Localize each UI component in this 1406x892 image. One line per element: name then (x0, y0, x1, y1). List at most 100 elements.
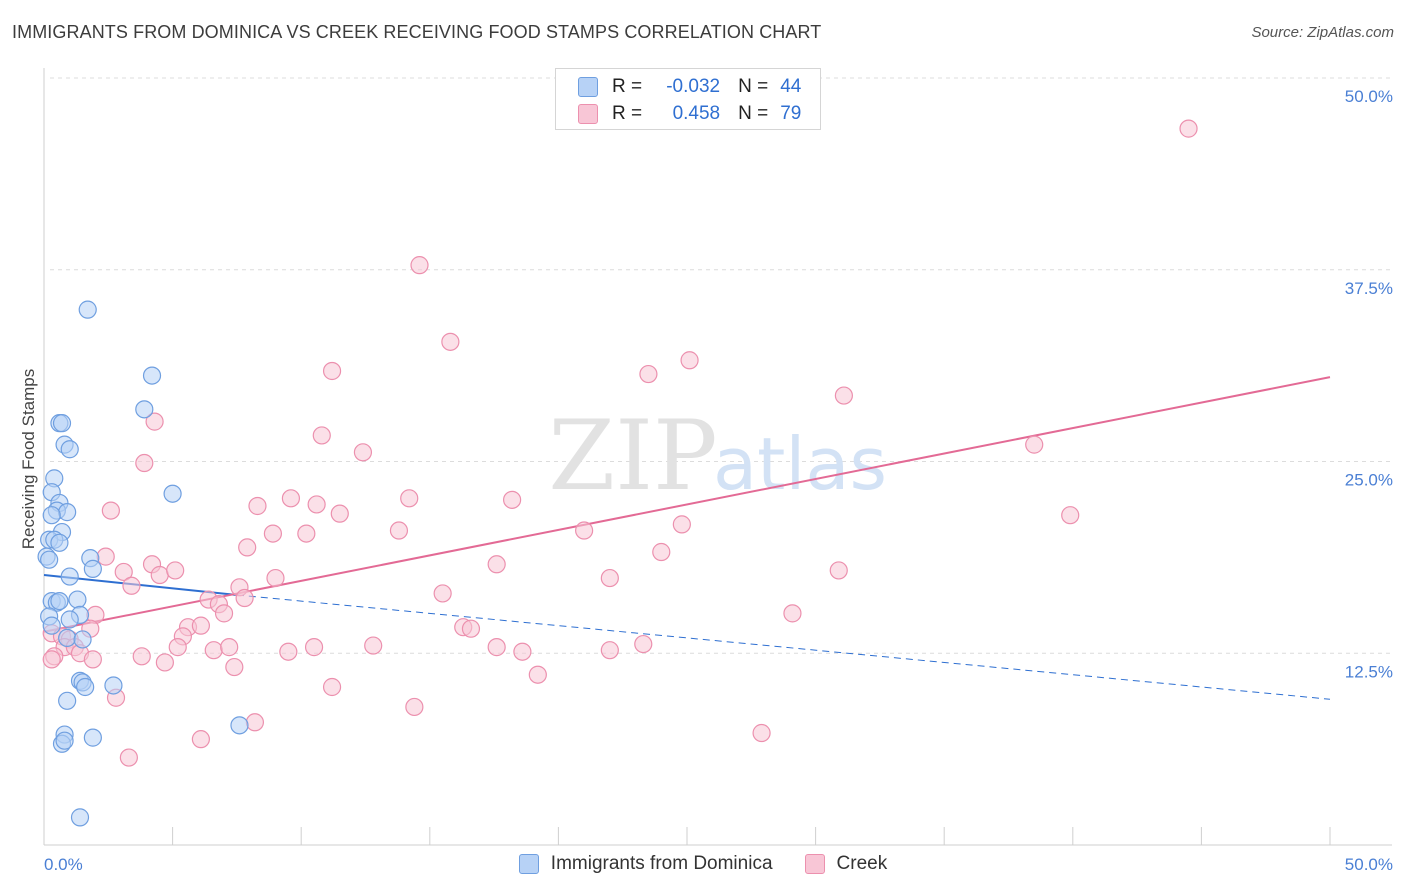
creek-point (600, 568, 619, 588)
creek-point (600, 641, 619, 660)
legend-item-dominica[interactable]: Immigrants from Dominica (518, 853, 773, 875)
data-points (37, 119, 1198, 827)
r-label: R = (612, 103, 643, 124)
creek-point (1025, 435, 1044, 454)
creek-point (405, 697, 424, 717)
creek-trend-line (43, 376, 1331, 633)
creek-point (353, 443, 373, 462)
stats-row-creek: R = 0.458 N = 79 (578, 102, 801, 126)
creek-point (145, 412, 164, 431)
creek-point (441, 332, 460, 351)
creek-point (322, 677, 342, 697)
y-axis-label: Receiving Food Stamps (19, 369, 38, 549)
dominica-point (50, 533, 69, 552)
creek-point (220, 638, 239, 657)
creek-point (322, 361, 342, 381)
dominica-point (60, 567, 79, 586)
creek-point (639, 364, 658, 384)
dominica-trend-line-extrapolated (236, 594, 1331, 700)
watermark: ZIP atlas (548, 400, 887, 512)
creek-point (433, 584, 452, 603)
creek-point (575, 521, 594, 540)
creek-point (248, 496, 267, 516)
dominica-r-value: -0.032 (666, 76, 721, 97)
creek-point (783, 604, 802, 623)
x-tick-label: 50.0% (1345, 855, 1393, 874)
creek-point (225, 657, 244, 677)
creek-point (235, 588, 254, 608)
x-tick-labels: 0.0% 50.0% (44, 855, 1393, 874)
creek-legend-label: Creek (836, 853, 888, 874)
dominica-point (58, 691, 77, 710)
dominica-point (50, 591, 69, 611)
creek-point (752, 723, 771, 743)
creek-point (634, 634, 653, 654)
dominica-point (68, 590, 87, 609)
creek-point (204, 641, 223, 660)
chart-title: IMMIGRANTS FROM DOMINICA VS CREEK RECEIV… (12, 22, 822, 42)
creek-point (672, 515, 691, 534)
gridlines (50, 77, 1392, 654)
stats-legend: R = -0.032 N = 44 R = 0.458 N = 79 (555, 68, 821, 130)
creek-point (266, 568, 285, 588)
creek-r-value: 0.458 (672, 103, 721, 124)
dominica-point (52, 414, 72, 433)
creek-point (122, 576, 141, 595)
dominica-point (83, 559, 102, 578)
dominica-point (78, 300, 97, 319)
creek-point (279, 642, 298, 661)
creek-point (135, 453, 154, 473)
creek-point (114, 562, 133, 582)
dominica-swatch (578, 77, 598, 97)
creek-point (1179, 119, 1198, 138)
y-tick-label: 12.5% (1345, 662, 1393, 681)
creek-swatch (578, 104, 598, 124)
creek-point (461, 619, 481, 638)
creek-point (304, 638, 324, 657)
x-tick-label: 0.0% (44, 855, 83, 874)
dominica-point (76, 677, 95, 697)
creek-point (400, 489, 419, 508)
creek-point (834, 386, 853, 405)
creek-point (281, 489, 301, 508)
n-label: N = (738, 76, 769, 97)
creek-point (680, 351, 699, 370)
creek-point (263, 524, 283, 543)
creek-point (652, 542, 671, 562)
dominica-point (58, 503, 77, 522)
creek-point (101, 501, 120, 520)
creek-point (528, 665, 547, 684)
dominica-point (135, 400, 154, 419)
creek-point (119, 748, 138, 767)
creek-point (487, 555, 506, 574)
dominica-point (104, 676, 123, 695)
y-tick-labels: 12.5% 25.0% 37.5% 50.0% (1345, 87, 1393, 681)
creek-point (245, 713, 265, 732)
creek-point (166, 561, 185, 580)
dominica-point (55, 731, 74, 750)
watermark-zip: ZIP (548, 400, 717, 512)
dominica-point (230, 716, 249, 735)
creek-point (132, 647, 151, 666)
stats-row-dominica: R = -0.032 N = 44 (578, 75, 801, 99)
dominica-point (60, 440, 79, 459)
creek-point (96, 547, 115, 566)
dominica-point (142, 366, 162, 385)
axes (43, 68, 1392, 846)
creek-point (503, 490, 522, 509)
dominica-n-value: 44 (780, 76, 802, 97)
dominica-point (58, 628, 77, 648)
watermark-atlas: atlas (713, 422, 887, 506)
dominica-point (73, 630, 92, 649)
creek-point (191, 730, 210, 749)
creek-point (312, 426, 331, 445)
creek-point (168, 638, 187, 657)
creek-point (364, 636, 383, 655)
legend-item-creek[interactable]: Creek (804, 853, 888, 875)
creek-point (307, 495, 326, 514)
series-legend: Immigrants from Dominica Creek (0, 851, 1406, 877)
dominica-point (163, 484, 182, 503)
y-tick-label: 50.0% (1345, 87, 1393, 106)
dominica-point (83, 728, 102, 747)
